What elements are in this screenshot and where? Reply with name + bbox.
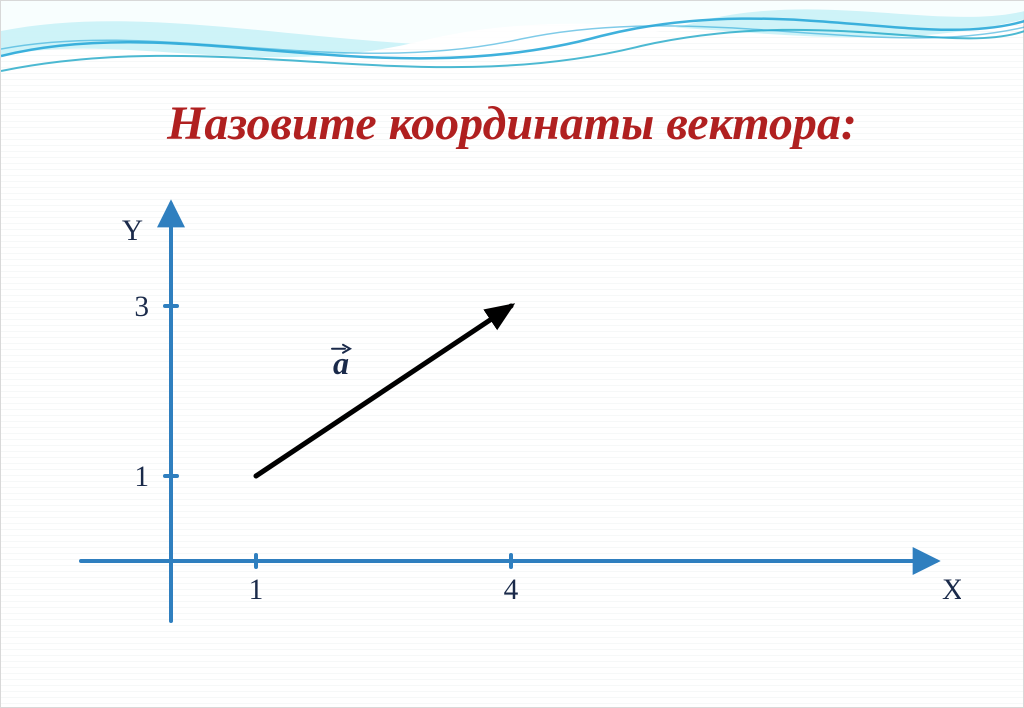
svg-text:3: 3 [134,291,149,323]
page-title: Назовите координаты вектора: [1,96,1023,151]
vector-chart: 1413XYa [61,191,961,651]
svg-text:1: 1 [134,461,149,493]
svg-text:X: X [942,574,961,606]
svg-text:Y: Y [122,215,143,247]
svg-text:1: 1 [249,574,264,606]
header-wave [1,1,1023,111]
chart-svg: 1413XYa [61,191,961,651]
svg-text:4: 4 [504,574,519,606]
slide: Назовите координаты вектора: 1413XYa [0,0,1024,708]
